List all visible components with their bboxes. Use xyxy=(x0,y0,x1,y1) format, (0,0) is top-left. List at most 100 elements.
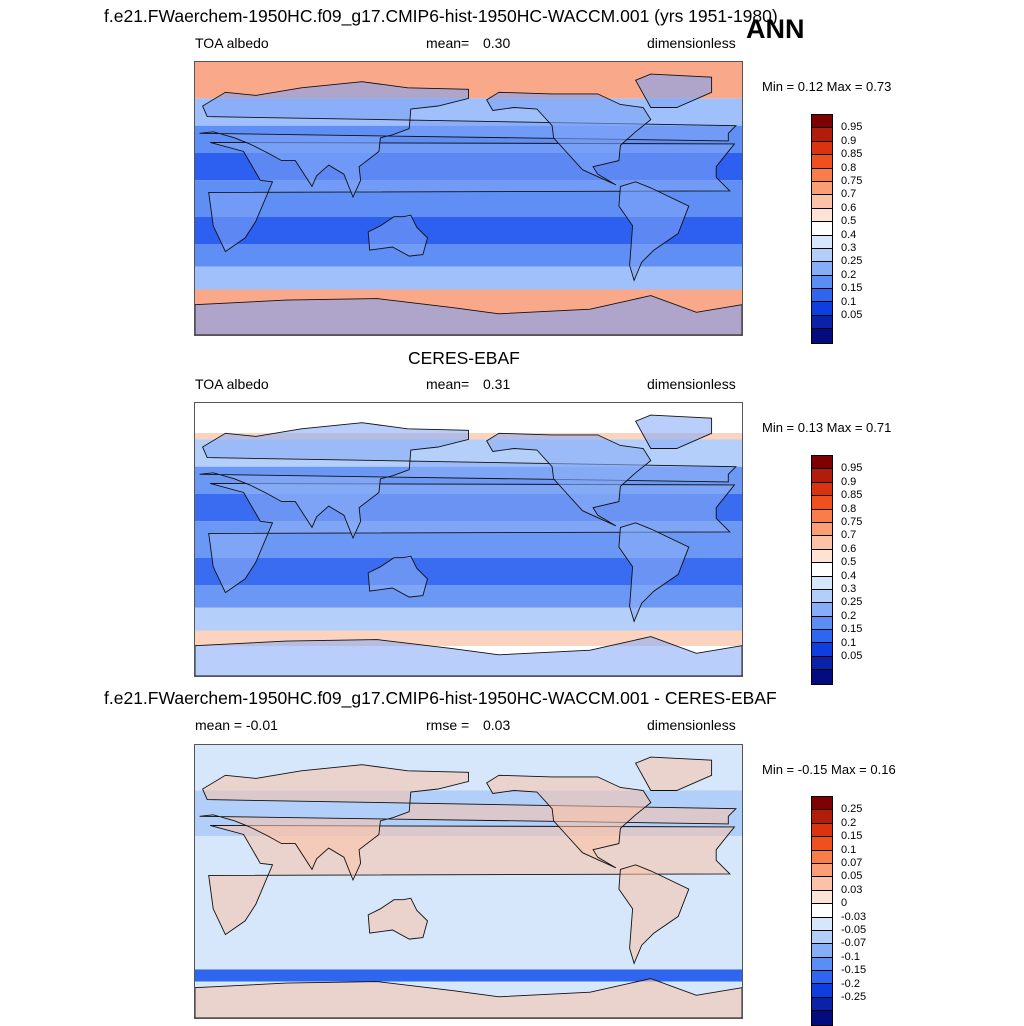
colorbar-tick-label: 0.85 xyxy=(841,489,863,502)
colorbar-swatch xyxy=(812,235,832,249)
colorbar-swatch xyxy=(812,904,832,918)
colorbar-tick-label: 0.3 xyxy=(841,242,857,254)
field-band xyxy=(195,927,742,970)
map-field xyxy=(195,62,742,335)
colorbar-swatch xyxy=(812,616,832,631)
colorbar-swatches xyxy=(811,114,833,344)
colorbar-swatch xyxy=(812,850,832,864)
colorbar-tick-label: 0.25 xyxy=(841,803,863,816)
coastline xyxy=(367,897,429,940)
colorbar-swatch xyxy=(812,181,832,196)
colorbar-swatch xyxy=(812,930,832,945)
colorbar: 0.95 0.9 0.85 0.8 0.75 0.7 0.6 0.5 0.4 0.3 0.25 0.2… xyxy=(811,455,862,685)
colorbar-tick-label: 0.4 xyxy=(841,569,857,582)
colorbar-tick-label: 0.03 xyxy=(841,883,863,896)
coastline xyxy=(634,414,713,449)
coastline xyxy=(367,555,429,598)
colorbar-swatch xyxy=(812,971,832,985)
colorbar-swatch xyxy=(812,810,832,824)
colorbar-swatch xyxy=(812,302,832,316)
colorbar-tick-label: 0.2 xyxy=(841,268,857,281)
colorbar-tick-label: 0.7 xyxy=(841,529,857,542)
colorbar-tick-label: 0.07 xyxy=(841,857,863,869)
coastline xyxy=(195,978,742,1018)
coastline xyxy=(618,522,690,623)
coastline xyxy=(486,432,652,527)
colorbar-swatch xyxy=(812,248,832,263)
colorbar-tick-label: 0 xyxy=(841,897,848,910)
min-max-label: Min = 0.13 Max = 0.71 xyxy=(762,420,892,435)
colorbar-swatch xyxy=(812,128,832,142)
colorbar-tick-label: 0.95 xyxy=(841,121,863,134)
colorbar-swatch xyxy=(812,509,832,523)
colorbar-tick-label: 0.5 xyxy=(841,215,857,228)
colorbar-tick-label: 0.15 xyxy=(841,623,863,636)
colorbar-tick-label: 0.6 xyxy=(841,542,857,555)
colorbar-tick-label: 0.75 xyxy=(841,175,863,187)
colorbar-tick-label: 0.15 xyxy=(841,282,863,295)
colorbar-tick-label: 0.3 xyxy=(841,583,857,595)
colorbar-tick-label: 0.2 xyxy=(841,816,857,829)
colorbar-tick-label: 0.05 xyxy=(841,309,863,321)
colorbar-swatch xyxy=(812,222,832,236)
season-label: ANN xyxy=(746,14,805,44)
colorbar-tick-label: 0.9 xyxy=(841,134,857,147)
colorbar-swatch xyxy=(812,630,832,644)
colorbar-swatch xyxy=(812,589,832,604)
units-label: dimensionless xyxy=(647,717,736,733)
colorbar-swatch xyxy=(812,643,832,657)
colorbar-tick-label: 0.05 xyxy=(841,650,863,662)
map-diff xyxy=(194,744,743,1019)
coastline xyxy=(486,91,652,186)
stat-value: 0.31 xyxy=(483,376,511,392)
colorbar-tick-label: 0.15 xyxy=(841,830,863,843)
colorbar-swatch xyxy=(812,1011,832,1025)
colorbar-swatch xyxy=(812,670,832,684)
colorbar-tick-label: -0.1 xyxy=(841,950,860,963)
mean-label: mean = -0.01 xyxy=(195,717,278,733)
field-band xyxy=(195,585,742,608)
colorbar-swatch xyxy=(812,656,832,671)
coastline xyxy=(199,81,737,199)
colorbar-tick-label: 0.4 xyxy=(841,228,857,241)
colorbar-swatches xyxy=(811,455,833,685)
colorbar-swatch xyxy=(812,289,832,303)
colorbar-swatch xyxy=(812,536,832,550)
stat-label: mean= xyxy=(426,376,470,392)
colorbar-tick-label: 0.1 xyxy=(841,295,857,308)
coastline xyxy=(618,181,690,282)
colorbar-tick-label: 0.7 xyxy=(841,188,857,201)
panel-title: CERES-EBAF xyxy=(408,348,520,368)
colorbar-tick-label: 0.9 xyxy=(841,475,857,488)
colorbar-swatch xyxy=(812,576,832,590)
colorbar: 0.95 0.9 0.85 0.8 0.75 0.7 0.6 0.5 0.4 0.3 0.25 0.2… xyxy=(811,114,862,344)
colorbar-swatch xyxy=(812,482,832,497)
colorbar-swatch xyxy=(812,944,832,958)
colorbar-swatch xyxy=(812,329,832,343)
coastline xyxy=(195,295,742,335)
colorbar-swatch xyxy=(812,496,832,510)
colorbar-swatch xyxy=(812,469,832,483)
colorbar-tick-label: 0.25 xyxy=(841,255,863,268)
map-field xyxy=(195,403,742,676)
stat-label: rmse = xyxy=(426,717,470,733)
stat-label: mean= xyxy=(426,35,470,51)
map-obs xyxy=(194,402,743,677)
coastline xyxy=(634,756,713,791)
colorbar-tick-label: 0.25 xyxy=(841,596,863,609)
coastline xyxy=(618,864,690,965)
colorbar-tick-label: 0.1 xyxy=(841,843,857,856)
min-max-label: Min = -0.15 Max = 0.16 xyxy=(762,762,896,777)
colorbar-swatch xyxy=(812,155,832,169)
map-model xyxy=(194,61,743,336)
colorbar-tick-label: -0.03 xyxy=(841,910,867,923)
colorbar-tick-label: -0.2 xyxy=(841,977,860,990)
map-field xyxy=(195,745,742,1018)
colorbar-swatch xyxy=(812,890,832,905)
colorbar-tick-label: 0.1 xyxy=(841,636,857,649)
colorbar-tick-label: 0.05 xyxy=(841,870,863,883)
colorbar-tick-label: 0.95 xyxy=(841,462,863,475)
colorbar-swatch xyxy=(812,549,832,564)
colorbar-swatch xyxy=(812,522,832,537)
colorbar-swatch xyxy=(812,275,832,290)
